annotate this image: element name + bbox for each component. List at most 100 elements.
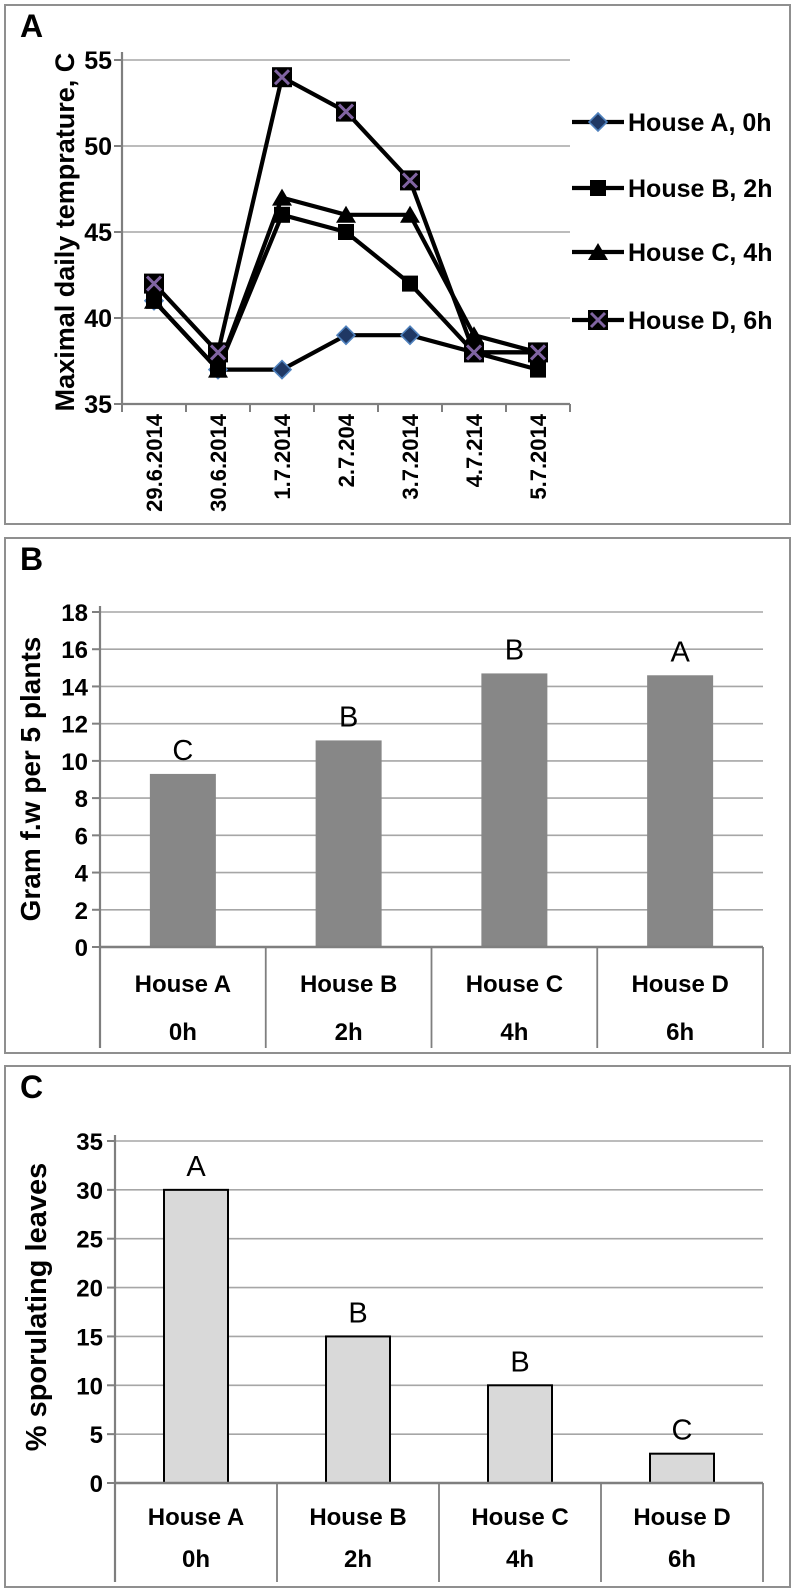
marker-house-d-6h-cross	[529, 344, 547, 361]
legend-marker-house-a-0h	[587, 111, 609, 133]
temperature-line-chart: 35 40 45 50 55 29.6.2014 30.6.2014 1.7.2014 2.7.…	[50, 47, 772, 512]
y-tick-label: 0	[75, 935, 88, 962]
time-label: 6h	[668, 1546, 696, 1573]
time-label: 2h	[335, 1019, 363, 1046]
sig-letter-house-c: B	[510, 1346, 529, 1378]
marker-house-c-4h	[144, 291, 164, 309]
marker-house-d-6h-cross	[145, 275, 163, 292]
legend-label-house-b-2h: House B, 2h	[628, 175, 772, 203]
y-tick-label: 40	[84, 305, 112, 333]
bar-house-c	[487, 1384, 553, 1484]
marker-house-b-2h	[530, 361, 546, 378]
marker-house-b-2h	[338, 224, 354, 240]
y-tick-label: 6	[75, 823, 88, 850]
y-tick-label: 18	[61, 600, 88, 627]
bar-house-a	[163, 1188, 229, 1484]
category-label: House D	[631, 971, 728, 998]
sig-letter-house-d: A	[670, 636, 690, 668]
x-tick-label: 30.6.2014	[206, 413, 231, 512]
y-tick-label: 2	[75, 898, 88, 925]
marker-house-a-0h	[399, 325, 421, 346]
marker-house-a-0h	[271, 359, 293, 380]
marker-house-a-0h	[335, 325, 357, 346]
panel-c: C A B B C 0 5 10 15 20 25 30 35 House A House B House …	[4, 1065, 791, 1588]
y-axis-title: Maximal daily temprature, C	[50, 53, 80, 412]
y-tick-label: 4	[75, 861, 89, 888]
y-tick-label: 0	[90, 1471, 103, 1498]
y-tick-label: 10	[76, 1373, 103, 1400]
marker-house-c-4h	[336, 205, 356, 223]
legend-label-house-c-4h: House C, 4h	[628, 239, 772, 267]
time-label: 0h	[169, 1019, 197, 1046]
sig-letter-house-b: B	[339, 701, 358, 733]
y-axis-title: Gram f.w per 5 plants	[15, 637, 46, 922]
category-label: House C	[471, 1504, 568, 1531]
y-axis-title: % sporulating leaves	[21, 1163, 53, 1452]
marker-house-b-2h	[274, 206, 290, 223]
bar-house-d	[649, 1452, 715, 1484]
time-label: 6h	[666, 1019, 694, 1046]
panel-c-label: C	[20, 1069, 44, 1105]
legend-marker-house-b-2h	[590, 180, 606, 196]
y-tick-label: 5	[90, 1422, 103, 1449]
x-tick-label: 29.6.2014	[142, 413, 167, 512]
marker-house-d-6h-cross	[273, 69, 291, 86]
x-tick-label: 3.7.2014	[398, 413, 423, 499]
time-label: 0h	[182, 1546, 210, 1573]
fresh-weight-bar-chart: C B B A 0 2 4 6 8 10 12 14 16 18 House A House B House C…	[15, 600, 764, 1048]
category-label: House A	[135, 971, 231, 998]
marker-house-c-4h	[272, 188, 292, 206]
y-tick-label: 20	[76, 1276, 103, 1303]
y-tick-label: 45	[84, 219, 112, 247]
y-tick-label: 35	[76, 1129, 103, 1156]
category-label: House B	[300, 971, 397, 998]
bar-house-d	[647, 675, 714, 947]
sig-letter-house-d: C	[672, 1415, 693, 1447]
marker-house-c-4h	[208, 360, 228, 378]
panel-a: A 35 40 45 50 55 29.6.2014 30.6.2014 1.7.2014 2.…	[4, 4, 791, 525]
sig-letter-house-a: A	[186, 1151, 206, 1183]
legend-label-house-d-6h: House D, 6h	[628, 307, 772, 335]
y-tick-label: 16	[61, 637, 88, 664]
y-tick-label: 35	[84, 391, 112, 419]
bar-house-a	[149, 773, 216, 947]
marker-house-c-4h	[400, 205, 420, 223]
bar-house-b	[315, 740, 382, 947]
time-label: 4h	[500, 1019, 528, 1046]
x-tick-label: 5.7.2014	[526, 413, 551, 499]
sig-letter-house-b: B	[348, 1297, 367, 1329]
x-tick-label: 1.7.2014	[270, 413, 295, 499]
marker-house-c-4h	[464, 326, 484, 344]
legend-label-house-a-0h: House A, 0h	[628, 109, 772, 137]
sporulating-leaves-bar-chart: A B B C 0 5 10 15 20 25 30 35 House A House B House C H…	[21, 1129, 764, 1582]
legend-marker-house-d-6h-cross	[589, 311, 607, 329]
bar-house-c	[481, 673, 548, 947]
marker-house-b-2h	[402, 275, 418, 292]
y-tick-label: 15	[76, 1324, 103, 1351]
category-label: House D	[633, 1504, 730, 1531]
panel-a-label: A	[20, 8, 44, 44]
time-label: 2h	[344, 1546, 372, 1573]
panel-b-label: B	[20, 541, 44, 577]
time-label: 4h	[506, 1546, 534, 1573]
panel-b: B C B B A 0 2 4 6 8 10 12 14 16 18 House A House B House…	[4, 537, 791, 1054]
y-tick-label: 50	[84, 133, 112, 161]
y-tick-label: 14	[61, 674, 88, 701]
category-label: House C	[466, 971, 563, 998]
y-tick-label: 8	[75, 786, 88, 813]
y-tick-label: 55	[84, 47, 112, 75]
marker-house-d-6h-cross	[401, 172, 419, 189]
y-tick-label: 25	[76, 1227, 103, 1254]
category-label: House A	[148, 1504, 244, 1531]
category-label: House B	[309, 1504, 406, 1531]
legend-marker-house-c-4h	[588, 243, 608, 260]
x-tick-label: 2.7.204	[334, 413, 359, 487]
sig-letter-house-a: C	[172, 735, 193, 767]
marker-house-d-6h-cross	[465, 344, 483, 361]
marker-house-d-6h-cross	[337, 103, 355, 120]
bar-house-b	[325, 1335, 391, 1484]
y-tick-label: 30	[76, 1178, 103, 1205]
sig-letter-house-c: B	[505, 634, 524, 666]
y-tick-label: 12	[61, 712, 88, 739]
